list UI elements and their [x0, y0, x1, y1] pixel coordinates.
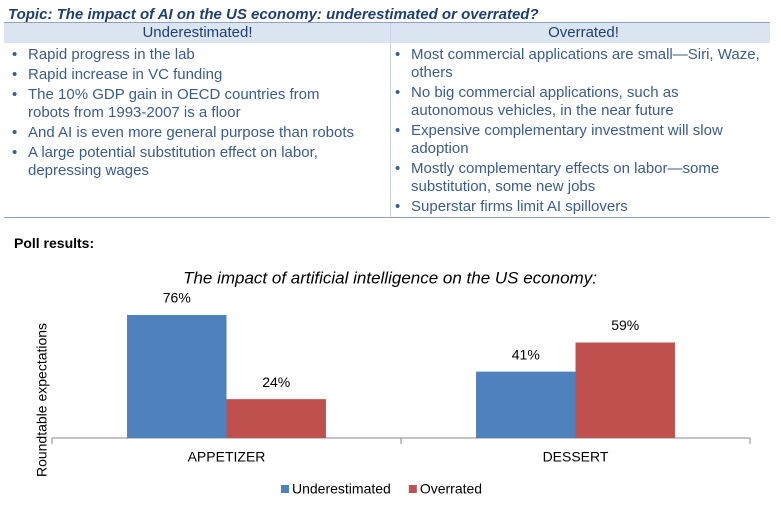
- value-label: 59%: [611, 317, 639, 333]
- bullet-item: Rapid increase in VC funding: [10, 66, 362, 84]
- rule: [4, 22, 770, 23]
- header-row: [4, 23, 770, 43]
- legend-swatch: [281, 485, 289, 493]
- bullet-item: Most commercial applications are small—S…: [393, 46, 761, 82]
- bar: [127, 314, 227, 438]
- bullet-item: And AI is even more general purpose than…: [10, 124, 362, 142]
- x-tick-label: DESSERT: [543, 449, 609, 465]
- bar: [575, 342, 675, 438]
- value-label: 41%: [512, 346, 540, 362]
- legend-label: Underestimated: [292, 481, 391, 497]
- value-label: 76%: [163, 290, 191, 306]
- legend-label: Overrated: [420, 481, 482, 497]
- value-label: 24%: [262, 374, 290, 390]
- column-heading: Overrated!: [548, 24, 619, 41]
- bullet-item: Superstar firms limit AI spillovers: [393, 198, 761, 216]
- bullet-item: Mostly complementary effects on labor—so…: [393, 160, 761, 196]
- column-heading: Underestimated!: [142, 24, 253, 41]
- x-tick-label: APPETIZER: [188, 449, 266, 465]
- chart-title: The impact of artificial intelligence on…: [183, 268, 597, 287]
- bullet-item: Expensive complementary investment will …: [393, 122, 761, 158]
- bullet-list: Most commercial applications are small—S…: [393, 46, 761, 218]
- bullet-item: No big commercial applications, such as …: [393, 84, 761, 120]
- topic: Topic: The impact of AI on the US econom…: [8, 6, 539, 23]
- bullet-item: The 10% GDP gain in OECD countries from …: [10, 86, 362, 122]
- bar: [226, 399, 326, 438]
- legend-swatch: [408, 485, 417, 493]
- y-axis-label: Roundtable expectations: [34, 323, 50, 477]
- bullet-item: A large potential substitution effect on…: [10, 144, 362, 180]
- divider: [390, 23, 391, 218]
- poll-label: Poll results:: [14, 235, 95, 251]
- bullet-item: Rapid progress in the lab: [10, 46, 362, 64]
- bullet-list: Rapid progress in the lab Rapid increase …: [10, 46, 362, 182]
- rule: [4, 217, 770, 218]
- bar: [476, 371, 576, 438]
